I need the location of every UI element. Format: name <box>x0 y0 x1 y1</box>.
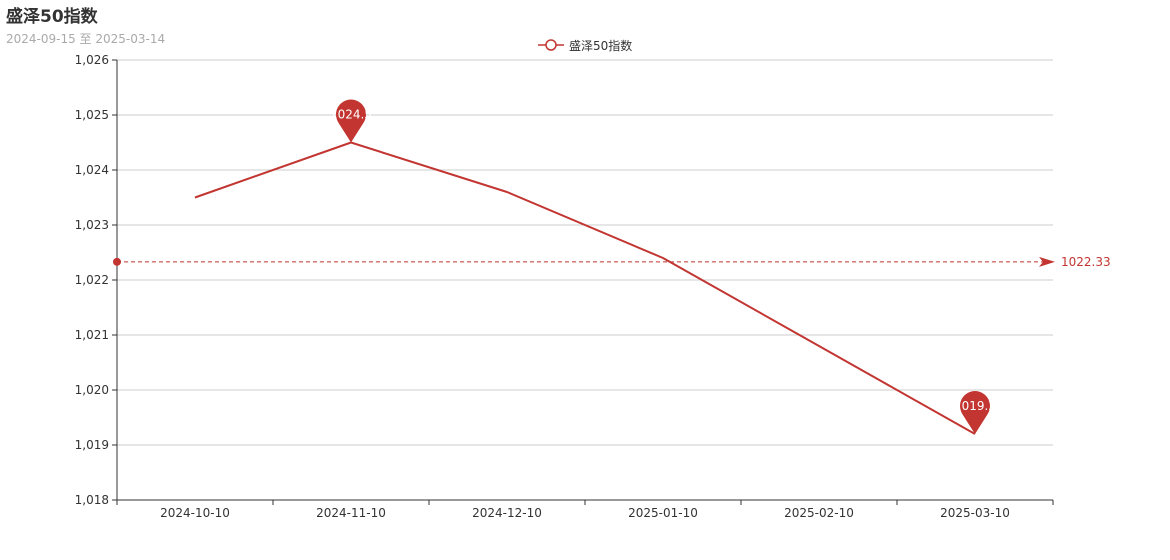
chart-subtitle: 2024-09-15 至 2025-03-14 <box>6 32 166 46</box>
mark-point-label: 1019.2 <box>954 399 996 413</box>
legend[interactable]: 盛泽50指数 <box>538 36 632 54</box>
y-tick-label: 1,024 <box>75 163 109 177</box>
y-tick-label: 1,026 <box>75 53 109 67</box>
y-tick-label: 1,019 <box>75 438 109 452</box>
mark-line-arrow <box>1039 256 1055 267</box>
y-tick-label: 1,022 <box>75 273 109 287</box>
legend-label: 盛泽50指数 <box>569 38 633 53</box>
y-tick-label: 1,025 <box>75 108 109 122</box>
mark-point-pin <box>960 391 991 434</box>
x-tick-label: 2024-11-10 <box>316 506 386 520</box>
y-tick-label: 1,021 <box>75 328 109 342</box>
x-tick-label: 2025-02-10 <box>784 506 854 520</box>
x-tick-label: 2025-01-10 <box>628 506 698 520</box>
x-tick-label: 2024-12-10 <box>472 506 542 520</box>
chart-title: 盛泽50指数 <box>6 7 98 27</box>
series-line <box>194 141 976 435</box>
y-tick-label: 1,023 <box>75 218 109 232</box>
x-tick-label: 2024-10-10 <box>160 506 230 520</box>
y-tick-label: 1,018 <box>75 493 109 507</box>
y-tick-label: 1,020 <box>75 383 109 397</box>
mark-point-label: 1024.5 <box>330 108 372 122</box>
mark-point-pin <box>336 99 367 143</box>
mark-line-label: 1022.33 <box>1061 255 1111 269</box>
legend-line-circle-icon <box>538 39 564 51</box>
x-tick-label: 2025-03-10 <box>940 506 1010 520</box>
